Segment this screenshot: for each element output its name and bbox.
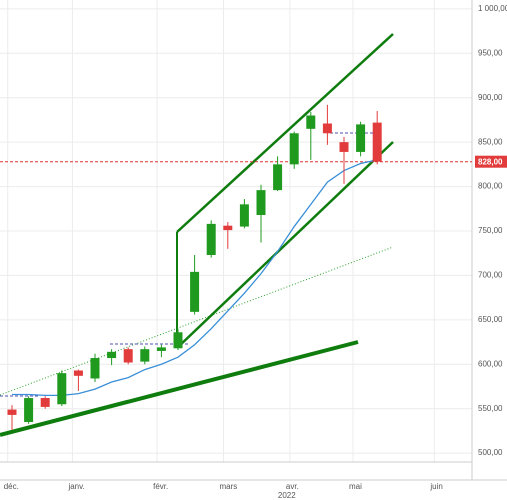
candle-body: [356, 124, 366, 152]
grid: [0, 0, 472, 462]
y-tick-label: 1 000,00: [478, 4, 507, 13]
candle-body: [57, 373, 67, 405]
y-tick-label: 900,00: [478, 93, 503, 102]
x-tick-label: déc.: [4, 482, 19, 491]
candle-body: [90, 358, 100, 379]
candle-body: [190, 271, 200, 312]
moving-average: [12, 159, 378, 397]
x-tick-label: juin: [429, 482, 442, 491]
candle-body: [123, 349, 133, 363]
candle-body: [40, 398, 50, 407]
dotted-trend: [0, 246, 394, 396]
candle-body: [156, 347, 166, 351]
y-tick-label: 750,00: [478, 226, 503, 235]
y-tick-label: 600,00: [478, 359, 503, 368]
candle-body: [306, 115, 316, 129]
y-tick-label: 500,00: [478, 448, 503, 457]
candle-body: [24, 398, 34, 423]
support-line: [0, 340, 359, 437]
y-tick-label: 650,00: [478, 315, 503, 324]
candle-body: [256, 190, 266, 216]
candle-body: [206, 223, 216, 255]
last-price-label: 828,00: [478, 157, 503, 166]
x-tick-label: janv.: [67, 482, 84, 491]
marks: [0, 104, 472, 431]
candle-body: [289, 133, 299, 165]
y-tick-label: 700,00: [478, 271, 503, 280]
x-tick-label: mai: [349, 482, 362, 491]
trend-lines: [0, 33, 394, 437]
year-label: 2022: [278, 491, 296, 500]
candle-body: [339, 142, 349, 152]
x-tick-label: févr.: [153, 482, 168, 491]
candle-body: [73, 370, 83, 376]
candle-body: [239, 204, 249, 227]
candle-body: [322, 123, 332, 134]
y-tick-label: 850,00: [478, 137, 503, 146]
channel-top: [176, 33, 394, 233]
channel-bottom: [176, 141, 394, 349]
candle-body: [273, 164, 283, 191]
y-tick-label: 950,00: [478, 48, 503, 57]
candle-body: [223, 225, 233, 231]
x-tick-label: mars: [220, 482, 238, 491]
y-tick-label: 800,00: [478, 182, 503, 191]
last-price-box: [475, 155, 507, 168]
candle-body: [173, 332, 183, 349]
candle-body: [7, 409, 17, 415]
x-tick-label: avr.: [286, 482, 299, 491]
candle-body: [140, 349, 150, 362]
y-tick-label: 550,00: [478, 404, 503, 413]
candle-body: [107, 351, 117, 359]
candle-body: [372, 122, 382, 162]
